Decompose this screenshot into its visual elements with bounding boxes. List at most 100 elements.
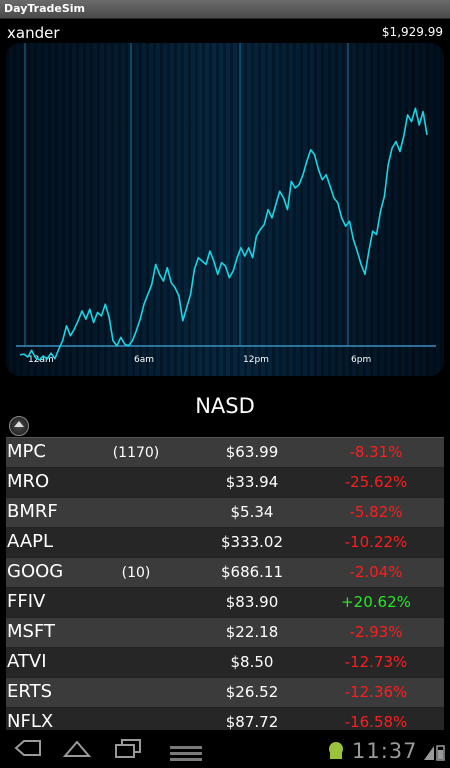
- stock-symbol: FFIV: [7, 591, 46, 612]
- chart-streak: [419, 43, 422, 376]
- stock-quantity: (10): [121, 565, 151, 581]
- home-icon[interactable]: [62, 736, 92, 760]
- stock-price: $22.18: [225, 623, 279, 641]
- chart-streak: [433, 43, 436, 376]
- collapse-chart-icon[interactable]: [9, 416, 29, 436]
- chart-streak: [153, 43, 156, 376]
- chart-streak: [398, 43, 401, 376]
- android-debug-icon: [329, 742, 343, 759]
- stock-price: $333.02: [220, 533, 284, 551]
- stock-row[interactable]: MSFT $22.18 -2.93%: [6, 618, 444, 648]
- back-icon[interactable]: [12, 736, 42, 760]
- stock-symbol: MSFT: [7, 621, 55, 642]
- stock-symbol: MRO: [7, 471, 50, 492]
- chart-streak: [111, 43, 114, 376]
- chart-streak: [132, 43, 135, 376]
- stock-change: -2.93%: [349, 623, 403, 641]
- stock-price: $83.90: [225, 593, 279, 611]
- chart-streak: [356, 43, 359, 376]
- stock-change: +20.62%: [341, 593, 411, 611]
- stock-change: -10.22%: [344, 533, 408, 551]
- chart-streak: [349, 43, 352, 376]
- chart-streak: [300, 43, 303, 376]
- status-clock: 11:37: [352, 739, 418, 763]
- chart-streak: [146, 43, 149, 376]
- title-bar: DayTradeSim: [0, 0, 450, 19]
- stock-price: $5.34: [230, 503, 274, 521]
- stock-symbol: BMRF: [7, 501, 58, 522]
- stock-price: $686.11: [220, 563, 284, 581]
- chart-streak: [139, 43, 142, 376]
- chart-streak: [83, 43, 86, 376]
- stock-symbol: ERTS: [7, 681, 52, 702]
- chart-streak: [293, 43, 296, 376]
- stock-symbol: GOOG: [7, 561, 64, 582]
- chart-streak: [321, 43, 324, 376]
- chart-streak: [377, 43, 380, 376]
- stock-change: -5.82%: [349, 503, 403, 521]
- stock-symbol: NFLX: [7, 711, 54, 732]
- chart-streak: [279, 43, 282, 376]
- stock-row[interactable]: AAPL $333.02 -10.22%: [6, 528, 444, 558]
- chart-streak: [188, 43, 191, 376]
- stock-row[interactable]: FFIV $83.90 +20.62%: [6, 588, 444, 618]
- chart-streak: [76, 43, 79, 376]
- recent-apps-icon[interactable]: [112, 736, 144, 760]
- stock-change: -16.58%: [344, 713, 408, 731]
- username: xander: [7, 24, 60, 42]
- chart-svg: 12am 6am 12pm 6pm: [6, 43, 443, 376]
- chart-streak: [202, 43, 205, 376]
- chart-streak: [48, 43, 51, 376]
- stock-row[interactable]: ATVI $8.50 -12.73%: [6, 648, 444, 678]
- exchange-title: NASD: [195, 394, 255, 418]
- chart-tick-label: 12am: [28, 355, 54, 365]
- stock-change: -12.36%: [344, 683, 408, 701]
- battery-icon: [424, 745, 445, 761]
- stock-quantity: (1170): [112, 445, 160, 461]
- chart-streak: [272, 43, 275, 376]
- stock-change: -2.04%: [349, 563, 403, 581]
- stock-row[interactable]: MPC (1170) $63.99 -8.31%: [6, 438, 444, 468]
- stock-symbol: MPC: [7, 441, 46, 462]
- chart-streak: [118, 43, 121, 376]
- stock-table: MPC (1170) $63.99 -8.31% MRO $33.94 -25.62% BMR…: [6, 437, 444, 738]
- chart-streak: [195, 43, 198, 376]
- chart-streak: [342, 43, 345, 376]
- chart-streak: [20, 43, 23, 376]
- chart-streak: [314, 43, 317, 376]
- chart-streak: [335, 43, 338, 376]
- chart-streak: [209, 43, 212, 376]
- chart-streak: [125, 43, 128, 376]
- chart-streak: [307, 43, 310, 376]
- stock-row[interactable]: MRO $33.94 -25.62%: [6, 468, 444, 498]
- stock-price: $26.52: [225, 683, 279, 701]
- chart-streak: [223, 43, 226, 376]
- chart-streak: [251, 43, 254, 376]
- chart-streak: [258, 43, 261, 376]
- chart-streak: [160, 43, 163, 376]
- stock-change: -12.73%: [344, 653, 408, 671]
- chart-series-line: [19, 107, 428, 361]
- chart-streak: [391, 43, 394, 376]
- menu-icon[interactable]: [168, 744, 204, 766]
- chart-streak: [27, 43, 30, 376]
- stock-row[interactable]: ERTS $26.52 -12.36%: [6, 678, 444, 708]
- stock-price: $33.94: [225, 473, 279, 491]
- chart-streak: [216, 43, 219, 376]
- stock-row[interactable]: GOOG (10) $686.11 -2.04%: [6, 558, 444, 588]
- chart-streak: [405, 43, 408, 376]
- portfolio-chart: 12am 6am 12pm 6pm: [6, 43, 444, 376]
- chart-tick-label: 6am: [134, 355, 154, 365]
- chart-streak: [370, 43, 373, 376]
- chart-streak: [265, 43, 268, 376]
- chart-streak: [237, 43, 240, 376]
- chart-streak: [90, 43, 93, 376]
- account-balance: $1,929.99: [381, 25, 443, 39]
- system-nav-bar: [0, 730, 450, 768]
- chart-streak: [384, 43, 387, 376]
- chart-streak: [244, 43, 247, 376]
- chart-streak: [97, 43, 100, 376]
- chart-streak: [167, 43, 170, 376]
- chart-streak: [174, 43, 177, 376]
- stock-row[interactable]: BMRF $5.34 -5.82%: [6, 498, 444, 528]
